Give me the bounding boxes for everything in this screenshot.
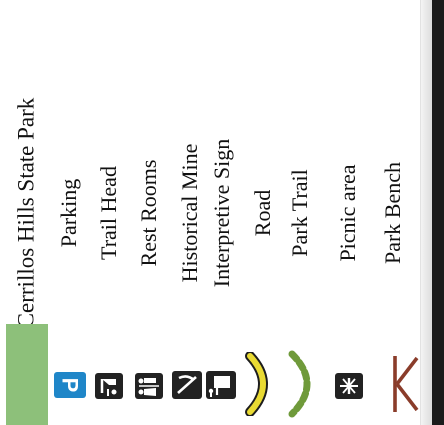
legend-label-trail-head: Trail Head: [96, 165, 121, 260]
panel-edge-border: [432, 0, 444, 425]
legend-label-interpretive-sign: Interpretive Sign: [209, 138, 234, 287]
panel-edge-shadow: [420, 0, 435, 425]
trail-head-icon: [95, 373, 123, 399]
legend-label-parking: Parking: [56, 178, 81, 247]
park-area-swatch: [6, 324, 48, 425]
interpretive-sign-icon: [206, 371, 236, 399]
restroom-icon: [135, 373, 163, 399]
road-icon: [245, 352, 268, 416]
svg-text:P: P: [58, 378, 83, 393]
mine-icon: [172, 371, 202, 399]
legend-label-picnic-area: Picnic area: [335, 163, 360, 262]
picnic-icon: [335, 373, 363, 399]
parking-icon: P: [54, 372, 86, 398]
legend-label-historical-mine: Historical Mine: [177, 143, 202, 282]
bench-icon: [393, 356, 419, 412]
legend-label-rest-rooms: Rest Rooms: [136, 159, 161, 266]
park-trail-icon: [288, 350, 311, 418]
